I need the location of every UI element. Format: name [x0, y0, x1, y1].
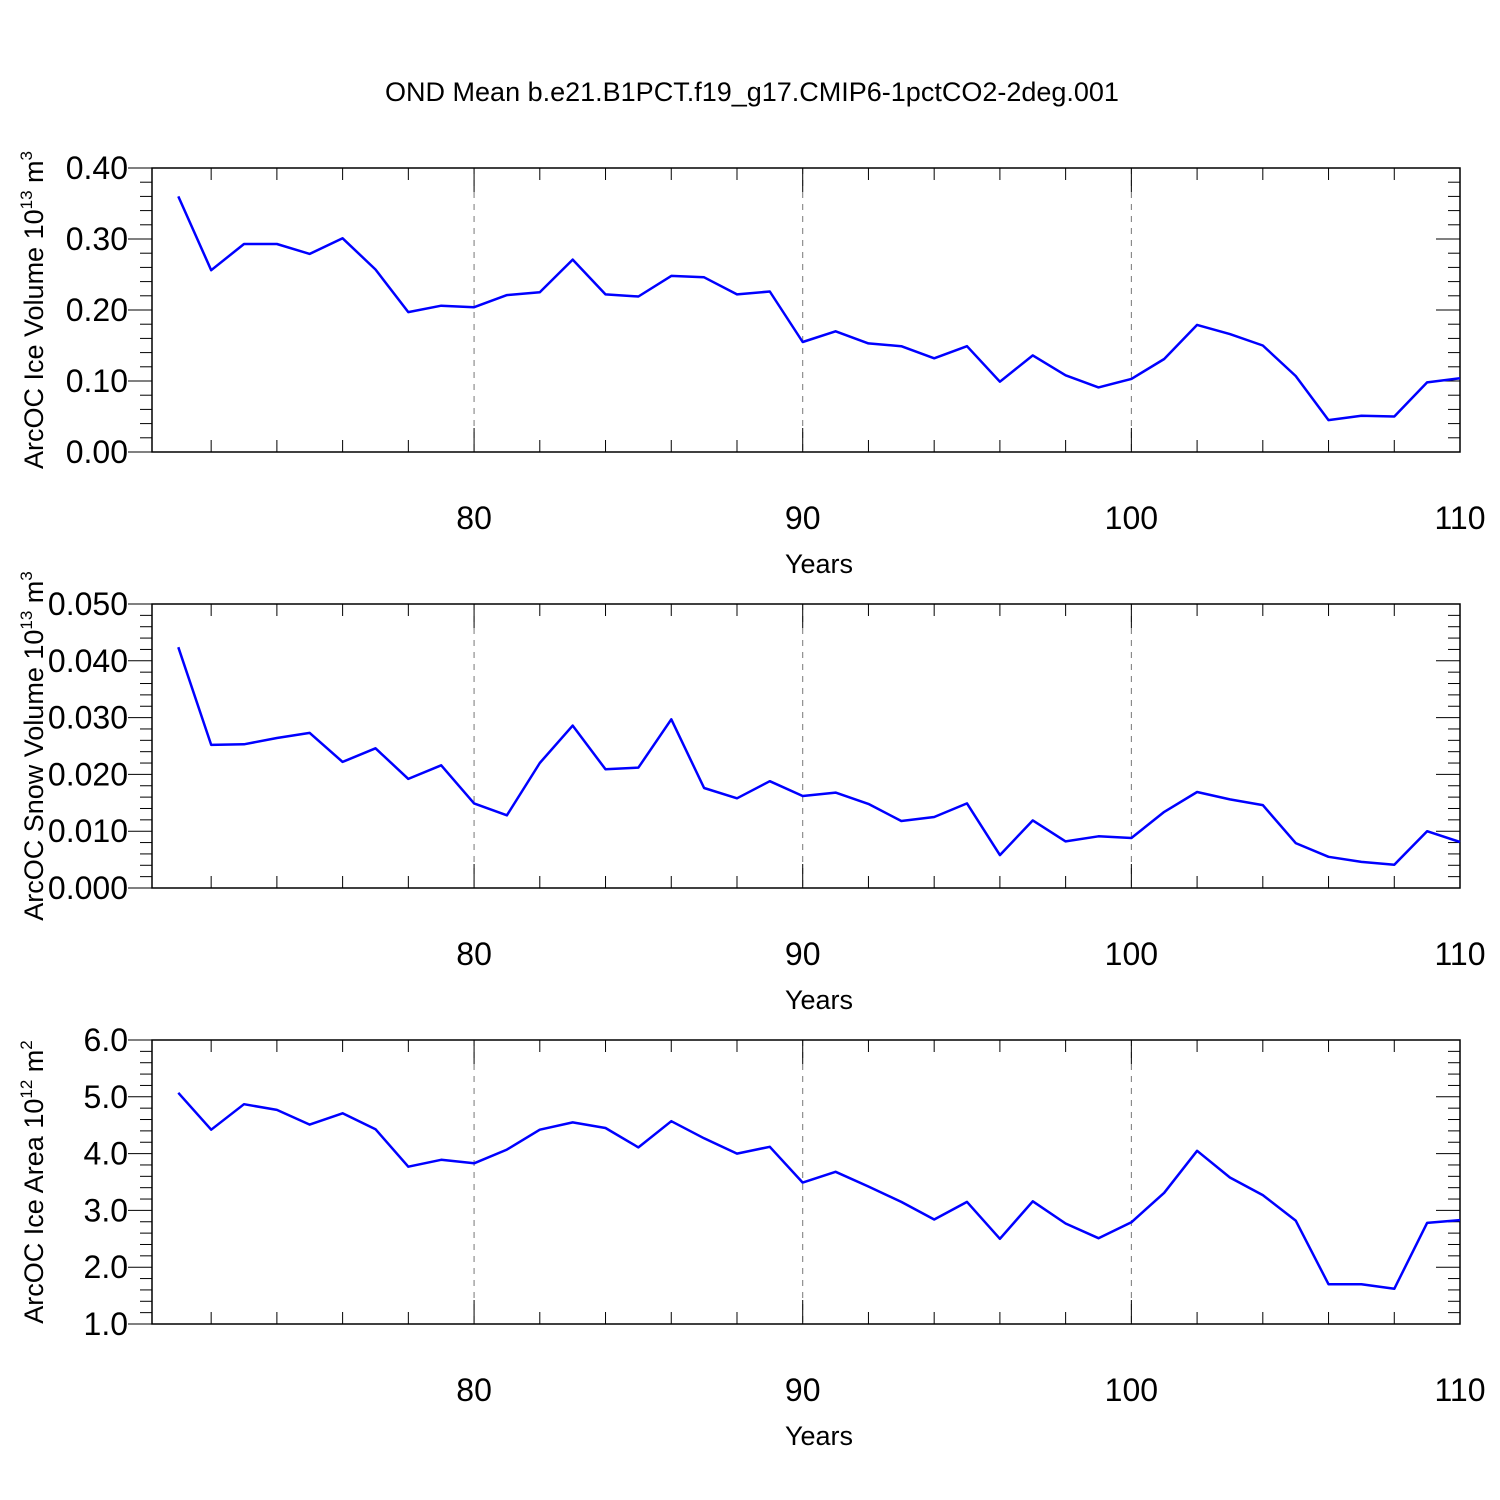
series-line-3 — [177, 1091, 1461, 1291]
y-tick-label: 0.000 — [48, 870, 128, 906]
x-tick-label: 110 — [1434, 1372, 1485, 1408]
x-tick-label: 110 — [1434, 936, 1485, 972]
x-tick-label: 100 — [1105, 936, 1158, 972]
x-tick-label: 110 — [1434, 500, 1485, 536]
x-tick-label: 90 — [785, 936, 821, 972]
y-tick-label: 3.0 — [84, 1192, 128, 1228]
x-tick-label: 80 — [456, 936, 492, 972]
x-axis-title: Years — [785, 985, 853, 1015]
series-line-1 — [177, 195, 1461, 422]
plot-frame — [151, 1039, 1461, 1325]
series-line-2 — [177, 646, 1461, 866]
x-tick-label: 80 — [456, 1372, 492, 1408]
y-axis-title: ArcOC Snow Volume 1013 m3 — [17, 571, 49, 921]
y-tick-label: 4.0 — [84, 1136, 128, 1172]
y-tick-label: 0.050 — [48, 586, 128, 622]
plot-frame — [151, 603, 1461, 889]
y-tick-label: 0.010 — [48, 813, 128, 849]
y-axis-title: ArcOC Ice Volume 1013 m3 — [17, 151, 49, 469]
y-tick-label: 0.30 — [66, 221, 128, 257]
y-tick-label: 0.00 — [66, 434, 128, 470]
y-tick-label: 0.20 — [66, 292, 128, 328]
x-axis-title: Years — [785, 1421, 853, 1451]
x-tick-label: 80 — [456, 500, 492, 536]
y-tick-label: 0.040 — [48, 643, 128, 679]
panel-1: 0.00 0.10 0.20 0.30 0.40 80 90 100 110 Years ArcOC… — [17, 150, 1486, 579]
y-axis-title: ArcOC Ice Area 1012 m2 — [17, 1040, 49, 1324]
y-tick-label: 1.0 — [84, 1306, 128, 1342]
panel-2: 0.000 0.010 0.020 0.030 0.040 0.050 80 90 100 110… — [17, 571, 1486, 1015]
chart-title: OND Mean b.e21.B1PCT.f19_g17.CMIP6-1pctC… — [385, 77, 1119, 107]
y-tick-label: 0.020 — [48, 756, 128, 792]
y-tick-label: 2.0 — [84, 1249, 128, 1285]
chart-panels: 0.00 0.10 0.20 0.30 0.40 80 90 100 110 Years ArcOC… — [17, 150, 1486, 1451]
y-tick-label: 5.0 — [84, 1079, 128, 1115]
x-tick-label: 90 — [785, 1372, 821, 1408]
y-tick-label: 0.030 — [48, 700, 128, 736]
x-tick-label: 100 — [1105, 1372, 1158, 1408]
panel-3: 1.0 2.0 3.0 4.0 5.0 6.0 80 90 100 110 Years ArcOC I… — [17, 1022, 1486, 1451]
x-tick-label: 90 — [785, 500, 821, 536]
x-axis-title: Years — [785, 549, 853, 579]
y-tick-label: 0.10 — [66, 363, 128, 399]
y-tick-label: 6.0 — [84, 1022, 128, 1058]
x-tick-label: 100 — [1105, 500, 1158, 536]
y-tick-label: 0.40 — [66, 150, 128, 186]
